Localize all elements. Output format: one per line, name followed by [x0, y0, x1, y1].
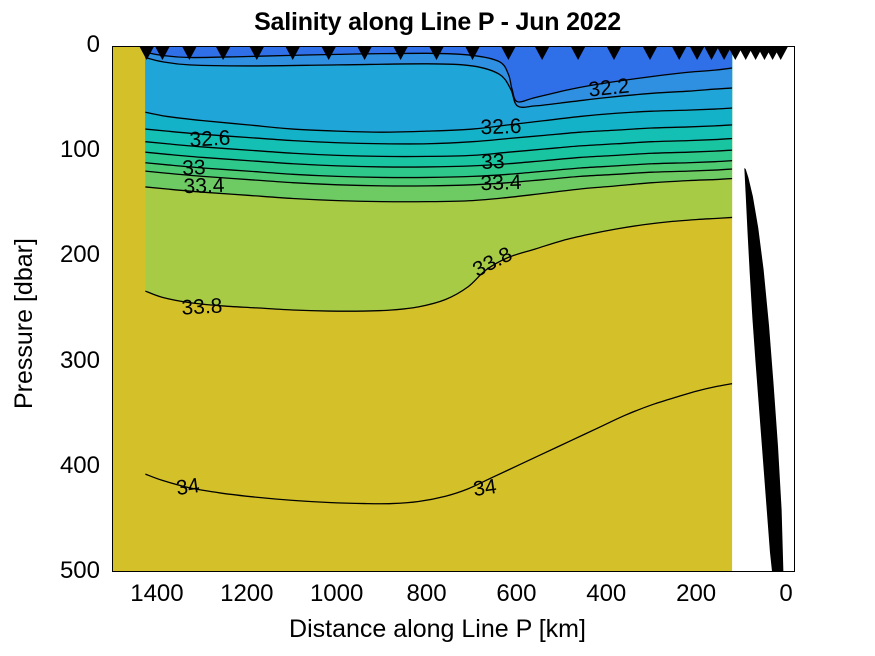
bathymetry-shape — [744, 167, 784, 571]
x-tick-label: 1000 — [309, 580, 364, 607]
x-tick-label: 800 — [406, 580, 447, 607]
y-tick-label: 300 — [59, 346, 100, 374]
contour-plot-area[interactable]: 32.2 32.6 32.6 33 33 33.4 33.4 33.8 33.8 34 34 — [112, 46, 795, 572]
station-marker-triangle — [607, 47, 621, 60]
station-marker-triangle — [501, 47, 516, 60]
y-tick-label: 100 — [59, 136, 100, 164]
station-marker-triangle — [773, 47, 788, 60]
station-markers — [139, 47, 788, 60]
x-tick-label: 200 — [676, 580, 717, 607]
contour-label: 33.8 — [181, 294, 223, 319]
station-marker-triangle — [738, 47, 753, 60]
station-marker-triangle — [139, 47, 154, 60]
station-marker-triangle — [321, 47, 336, 60]
x-tick-label: 400 — [586, 580, 627, 607]
x-tick-label: 600 — [496, 580, 537, 607]
station-marker-triangle — [465, 47, 480, 60]
station-marker-triangle — [728, 47, 743, 60]
station-marker-triangle — [182, 47, 197, 60]
x-tick-label: 0 — [779, 580, 793, 607]
station-marker-triangle — [285, 47, 300, 60]
contour-label: 34 — [175, 474, 202, 500]
x-axis-title: Distance along Line P [km] — [289, 615, 586, 643]
station-marker-triangle — [357, 47, 372, 60]
y-tick-label: 0 — [86, 31, 100, 58]
x-tick-label: 1200 — [220, 580, 274, 607]
station-marker-triangle — [535, 47, 550, 60]
contour-label: 32.2 — [587, 74, 630, 101]
filled-contour-bands — [113, 47, 733, 571]
station-marker-triangle — [216, 47, 231, 60]
contour-label: 32.6 — [189, 126, 231, 151]
contour-label: 33 — [182, 156, 206, 180]
station-marker-triangle — [748, 47, 763, 60]
contour-label: 34 — [472, 475, 499, 501]
station-marker-triangle — [672, 47, 687, 60]
station-marker-triangle — [643, 47, 657, 60]
station-marker-triangle — [571, 47, 586, 60]
contour-label: 33 — [481, 150, 505, 174]
contour-label: 33.4 — [183, 174, 225, 198]
contour-label: 33.4 — [480, 171, 522, 195]
station-marker-triangle — [155, 47, 170, 60]
page-title: Salinity along Line P - Jun 2022 — [254, 8, 621, 36]
contour-label: 32.6 — [480, 115, 522, 139]
y-tick-label: 400 — [59, 451, 100, 479]
x-tick-label: 1400 — [130, 580, 184, 607]
contour-lines — [145, 51, 733, 505]
station-marker-triangle — [429, 47, 444, 60]
station-marker-triangle — [690, 47, 705, 60]
y-tick-label: 200 — [59, 241, 100, 269]
station-marker-triangle — [717, 47, 732, 60]
station-marker-triangle — [704, 47, 719, 60]
y-tick-label: 500 — [59, 557, 100, 584]
station-marker-triangle — [393, 47, 408, 60]
station-marker-triangle — [249, 47, 264, 60]
